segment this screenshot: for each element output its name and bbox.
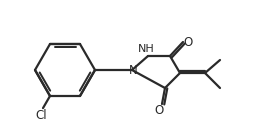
Text: NH: NH bbox=[138, 44, 154, 54]
Text: N: N bbox=[129, 63, 137, 76]
Text: Cl: Cl bbox=[35, 109, 47, 122]
Text: O: O bbox=[183, 36, 193, 50]
Text: O: O bbox=[154, 104, 164, 117]
